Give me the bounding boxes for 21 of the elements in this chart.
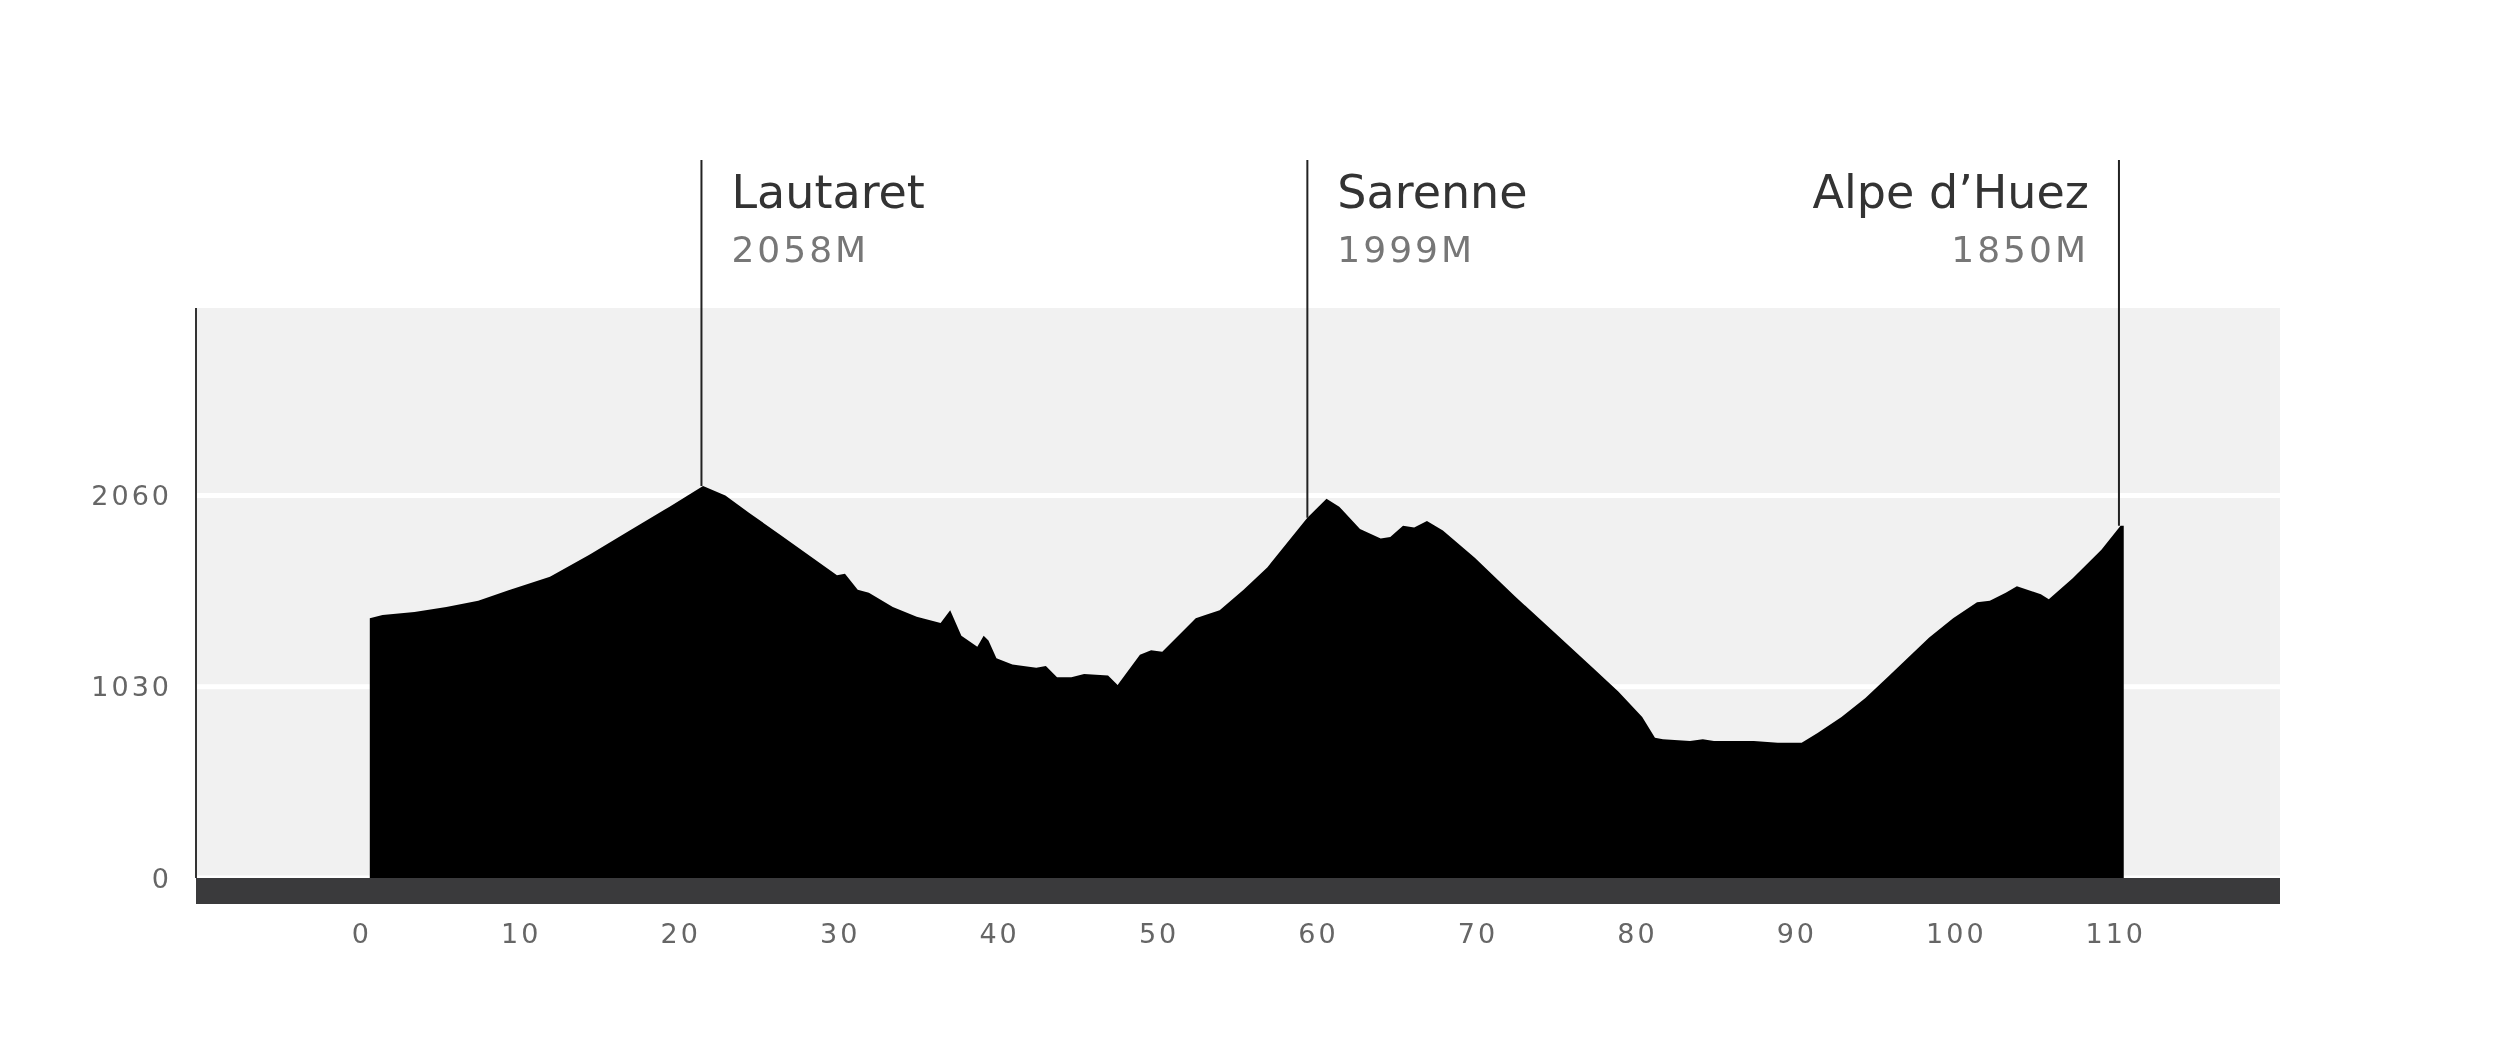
x-tick-label: 90	[1776, 918, 1818, 950]
y-tick-label: 2060	[91, 480, 172, 512]
x-tick-label: 110	[2085, 918, 2147, 950]
annotation: Sarenne	[1337, 165, 1528, 219]
x-tick-label: 50	[1138, 918, 1180, 950]
x-tick-label: 80	[1617, 918, 1658, 950]
y-tick-label: 1030	[91, 671, 172, 703]
x-tick-label: 0	[351, 918, 372, 950]
x-tick-label: 10	[501, 918, 542, 950]
x-tick-label: 20	[660, 918, 701, 950]
x-tick-label: 100	[1926, 918, 1987, 950]
text: 1999M	[1337, 229, 1476, 270]
x-tick-label: 30	[819, 918, 861, 950]
text: 1850M	[1951, 229, 2089, 270]
y-tick-label: 0	[151, 862, 172, 894]
annotation: Alpe d’Huez	[1812, 165, 2089, 219]
x-tick-label: 70	[1457, 918, 1499, 950]
text: 2058M	[731, 229, 870, 270]
x-tick-label: 60	[1298, 918, 1339, 950]
annotation: Lautaret	[731, 165, 925, 219]
x-tick-label: 40	[979, 918, 1020, 950]
